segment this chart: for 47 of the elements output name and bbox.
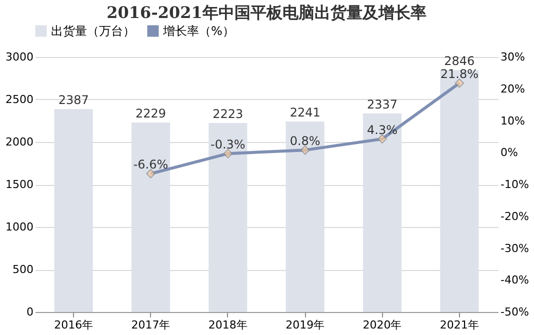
y-tick-label: 3000: [6, 50, 34, 64]
bar: [131, 122, 170, 312]
y2-tick-label: -30%: [500, 242, 529, 255]
x-tick-label: 2019年: [286, 318, 325, 332]
y2-tick-label: 20%: [500, 82, 525, 96]
data-label: 4.3%: [367, 122, 398, 137]
y2-tick-label: 0%: [500, 146, 518, 160]
x-tick-label: 2021年: [440, 318, 479, 332]
point: [223, 148, 233, 158]
y-tick-label: 1500: [6, 178, 34, 191]
data-label: 0.8%: [290, 134, 320, 148]
y2-tick-label: 30%: [500, 50, 525, 64]
y-tick-label: 2500: [6, 93, 34, 106]
point: [378, 134, 387, 144]
y-tick-label: 0: [26, 306, 34, 318]
data-label: 2846: [444, 54, 475, 68]
data-label: 2241: [290, 106, 320, 120]
bar: [362, 113, 402, 312]
y2-tick-label: -10%: [500, 178, 529, 191]
x-tick-label: 2016年: [54, 318, 94, 332]
y2-tick-label: 10%: [500, 114, 525, 128]
x-tick-label: 2018年: [208, 318, 248, 332]
y-tick-label: 500: [12, 263, 34, 276]
point: [300, 145, 310, 155]
y-tick-label: 1000: [6, 220, 34, 234]
y2-tick-label: -50%: [500, 306, 529, 318]
data-label: -6.6%: [133, 158, 168, 172]
data-label: 21.8%: [440, 67, 478, 82]
y2-tick-label: -40%: [500, 274, 529, 287]
x-tick-label: 2017年: [131, 318, 170, 332]
bar: [208, 123, 248, 312]
y2-tick-label: -20%: [500, 210, 529, 223]
legend-label: 增长率（%）: [162, 24, 234, 38]
legend-label: 出货量（万台）: [51, 24, 135, 38]
data-label: -0.3%: [210, 138, 246, 152]
chart-title: 2016-2021年中国平板电脑出货量及增长率: [106, 3, 426, 22]
point: [454, 78, 464, 88]
bar: [54, 109, 93, 312]
point: [146, 168, 156, 178]
data-label: 2387: [58, 93, 89, 108]
y-tick-label: 2000: [6, 136, 34, 148]
data-label: 2337: [366, 97, 398, 112]
x-tick-label: 2020年: [362, 318, 402, 332]
bar: [286, 122, 324, 312]
data-label: 2229: [135, 106, 166, 121]
bar: [440, 70, 479, 312]
data-label: 2223: [212, 107, 244, 122]
